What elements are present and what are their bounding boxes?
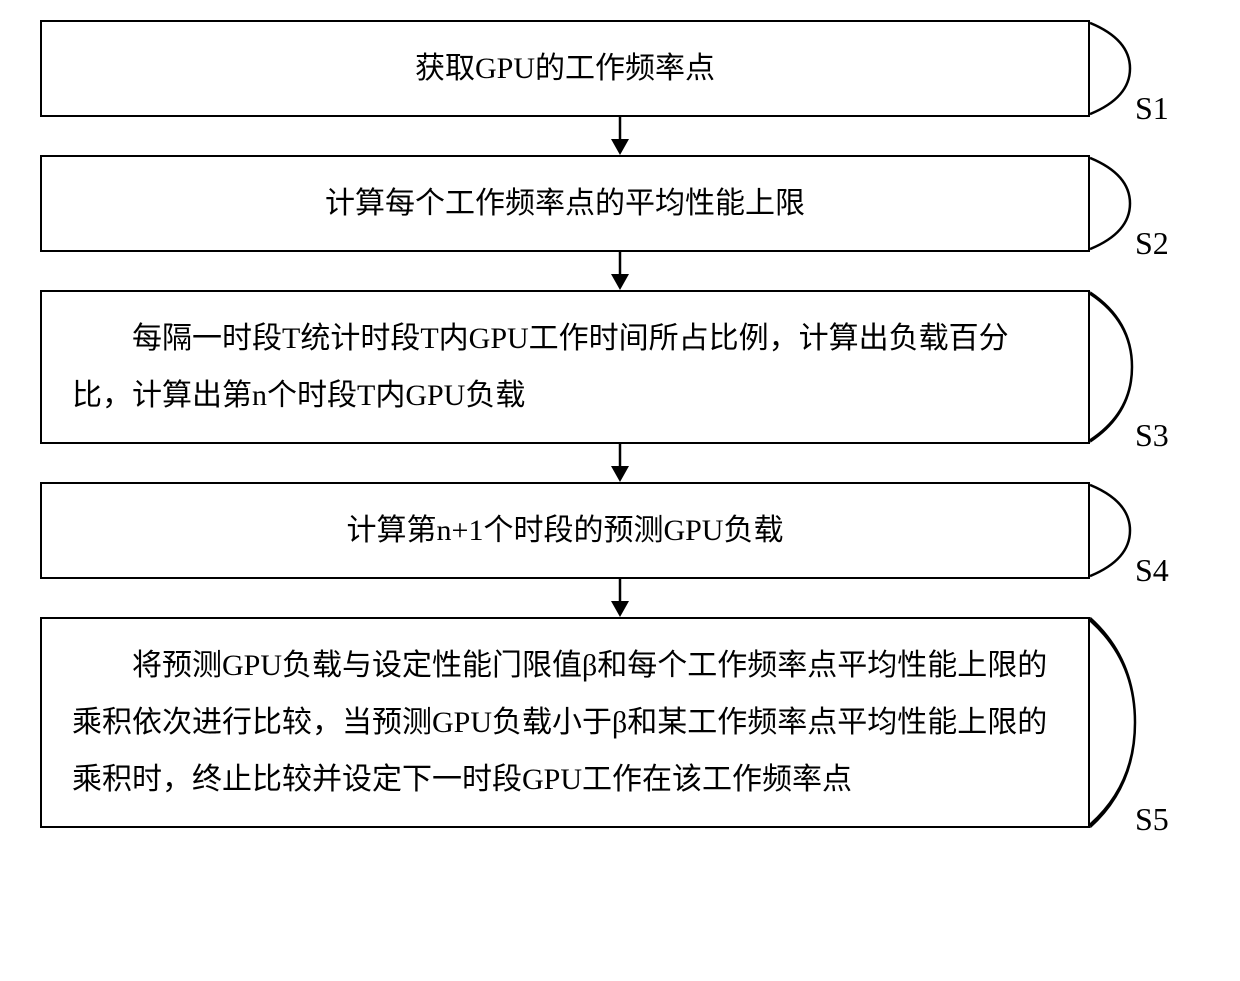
step-container-s4: 计算第n+1个时段的预测GPU负载 S4 [40, 482, 1200, 579]
step-label-s5: S5 [1135, 801, 1169, 838]
step-container-s2: 计算每个工作频率点的平均性能上限 S2 [40, 155, 1200, 252]
step-label-s2: S2 [1135, 225, 1169, 262]
bracket-s5 [1090, 617, 1150, 828]
step-label-s4: S4 [1135, 552, 1169, 589]
arrow-s2-s3 [605, 252, 635, 290]
step-label-s3: S3 [1135, 417, 1169, 454]
step-text-s4: 计算第n+1个时段的预测GPU负载 [347, 514, 784, 547]
step-box-s5: 将预测GPU负载与设定性能门限值β和每个工作频率点平均性能上限的乘积依次进行比较… [40, 617, 1090, 828]
step-box-s4: 计算第n+1个时段的预测GPU负载 [40, 482, 1090, 579]
arrow-s3-s4 [605, 444, 635, 482]
step-text-s3: 每隔一时段T统计时段T内GPU工作时间所占比例，计算出负载百分比，计算出第n个时… [72, 322, 1009, 412]
step-box-s3: 每隔一时段T统计时段T内GPU工作时间所占比例，计算出负载百分比，计算出第n个时… [40, 290, 1090, 444]
step-text-s1: 获取GPU的工作频率点 [415, 52, 715, 85]
flowchart-container: 获取GPU的工作频率点 S1 计算每个工作频率点的平均性能上限 S2 [40, 20, 1200, 828]
step-label-s1: S1 [1135, 90, 1169, 127]
step-box-s2: 计算每个工作频率点的平均性能上限 [40, 155, 1090, 252]
step-text-s5: 将预测GPU负载与设定性能门限值β和每个工作频率点平均性能上限的乘积依次进行比较… [72, 649, 1047, 796]
arrow-s1-s2 [605, 117, 635, 155]
step-container-s5: 将预测GPU负载与设定性能门限值β和每个工作频率点平均性能上限的乘积依次进行比较… [40, 617, 1200, 828]
step-box-s1: 获取GPU的工作频率点 [40, 20, 1090, 117]
step-text-s2: 计算每个工作频率点的平均性能上限 [325, 187, 805, 220]
step-container-s1: 获取GPU的工作频率点 S1 [40, 20, 1200, 117]
step-container-s3: 每隔一时段T统计时段T内GPU工作时间所占比例，计算出负载百分比，计算出第n个时… [40, 290, 1200, 444]
arrow-s4-s5 [605, 579, 635, 617]
